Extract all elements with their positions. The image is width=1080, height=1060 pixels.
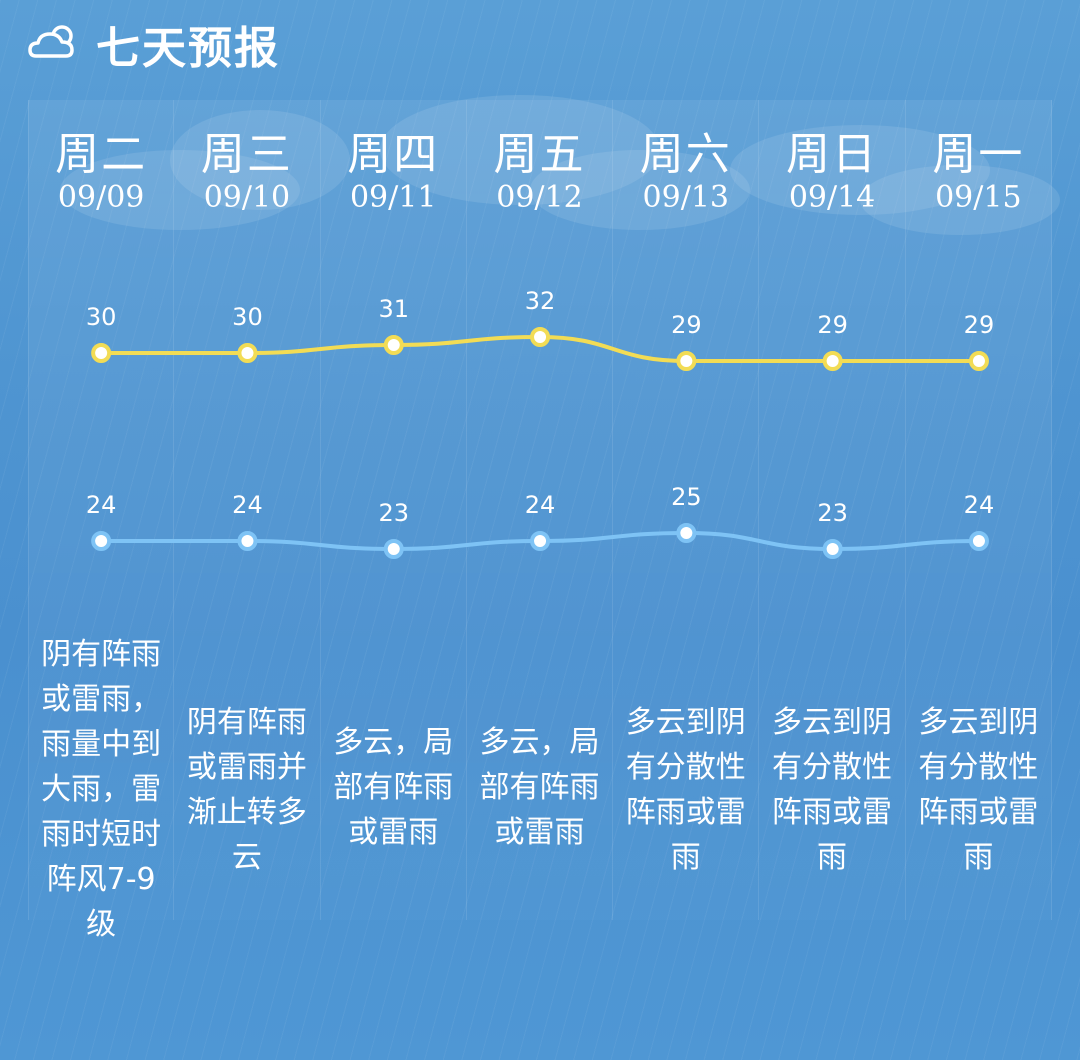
day-date: 09/14 <box>788 180 876 215</box>
day-column: 周一 09/15 多云到阴有分散性阵雨或雷雨 <box>905 100 1052 920</box>
weather-description: 多云，局部有阵雨或雷雨 <box>333 725 454 850</box>
day-date: 09/12 <box>496 180 583 215</box>
day-date: 09/10 <box>203 180 291 215</box>
day-name: 周六 <box>639 129 732 180</box>
cloud-sun-icon <box>28 20 82 68</box>
day-name: 周五 <box>493 129 586 180</box>
day-name: 周二 <box>55 129 148 180</box>
weather-description: 多云，局部有阵雨或雷雨 <box>479 725 600 850</box>
page-title: 七天预报 <box>96 23 280 74</box>
day-column: 周四 09/11 多云，局部有阵雨或雷雨 <box>320 100 467 920</box>
weather-description: 阴有阵雨或雷雨并渐止转多云 <box>186 705 307 875</box>
day-column: 周六 09/13 多云到阴有分散性阵雨或雷雨 <box>613 100 760 920</box>
day-column: 周三 09/10 阴有阵雨或雷雨并渐止转多云 <box>174 100 321 920</box>
header: 七天预报 <box>28 14 280 74</box>
day-name: 周三 <box>200 129 293 180</box>
day-name: 周一 <box>932 129 1025 180</box>
day-date: 09/09 <box>57 180 145 215</box>
weather-description: 多云到阴有分散性阵雨或雷雨 <box>772 705 893 875</box>
weather-description: 多云到阴有分散性阵雨或雷雨 <box>918 705 1039 875</box>
weather-description: 多云到阴有分散性阵雨或雷雨 <box>625 705 746 875</box>
day-date: 09/15 <box>935 180 1022 215</box>
day-name: 周日 <box>786 129 879 180</box>
weather-description: 阴有阵雨或雷雨，雨量中到大雨，雷雨时短时阵风7-9级 <box>41 637 162 942</box>
day-date: 09/13 <box>642 180 729 215</box>
forecast-columns: 周二 09/09 阴有阵雨或雷雨，雨量中到大雨，雷雨时短时阵风7-9级 周三 0… <box>28 100 1052 942</box>
day-column: 周二 09/09 阴有阵雨或雷雨，雨量中到大雨，雷雨时短时阵风7-9级 <box>28 100 175 942</box>
day-column: 周五 09/12 多云，局部有阵雨或雷雨 <box>466 100 614 920</box>
day-column: 周日 09/14 多云到阴有分散性阵雨或雷雨 <box>759 100 906 920</box>
day-date: 09/11 <box>349 180 437 215</box>
day-name: 周四 <box>347 129 440 180</box>
